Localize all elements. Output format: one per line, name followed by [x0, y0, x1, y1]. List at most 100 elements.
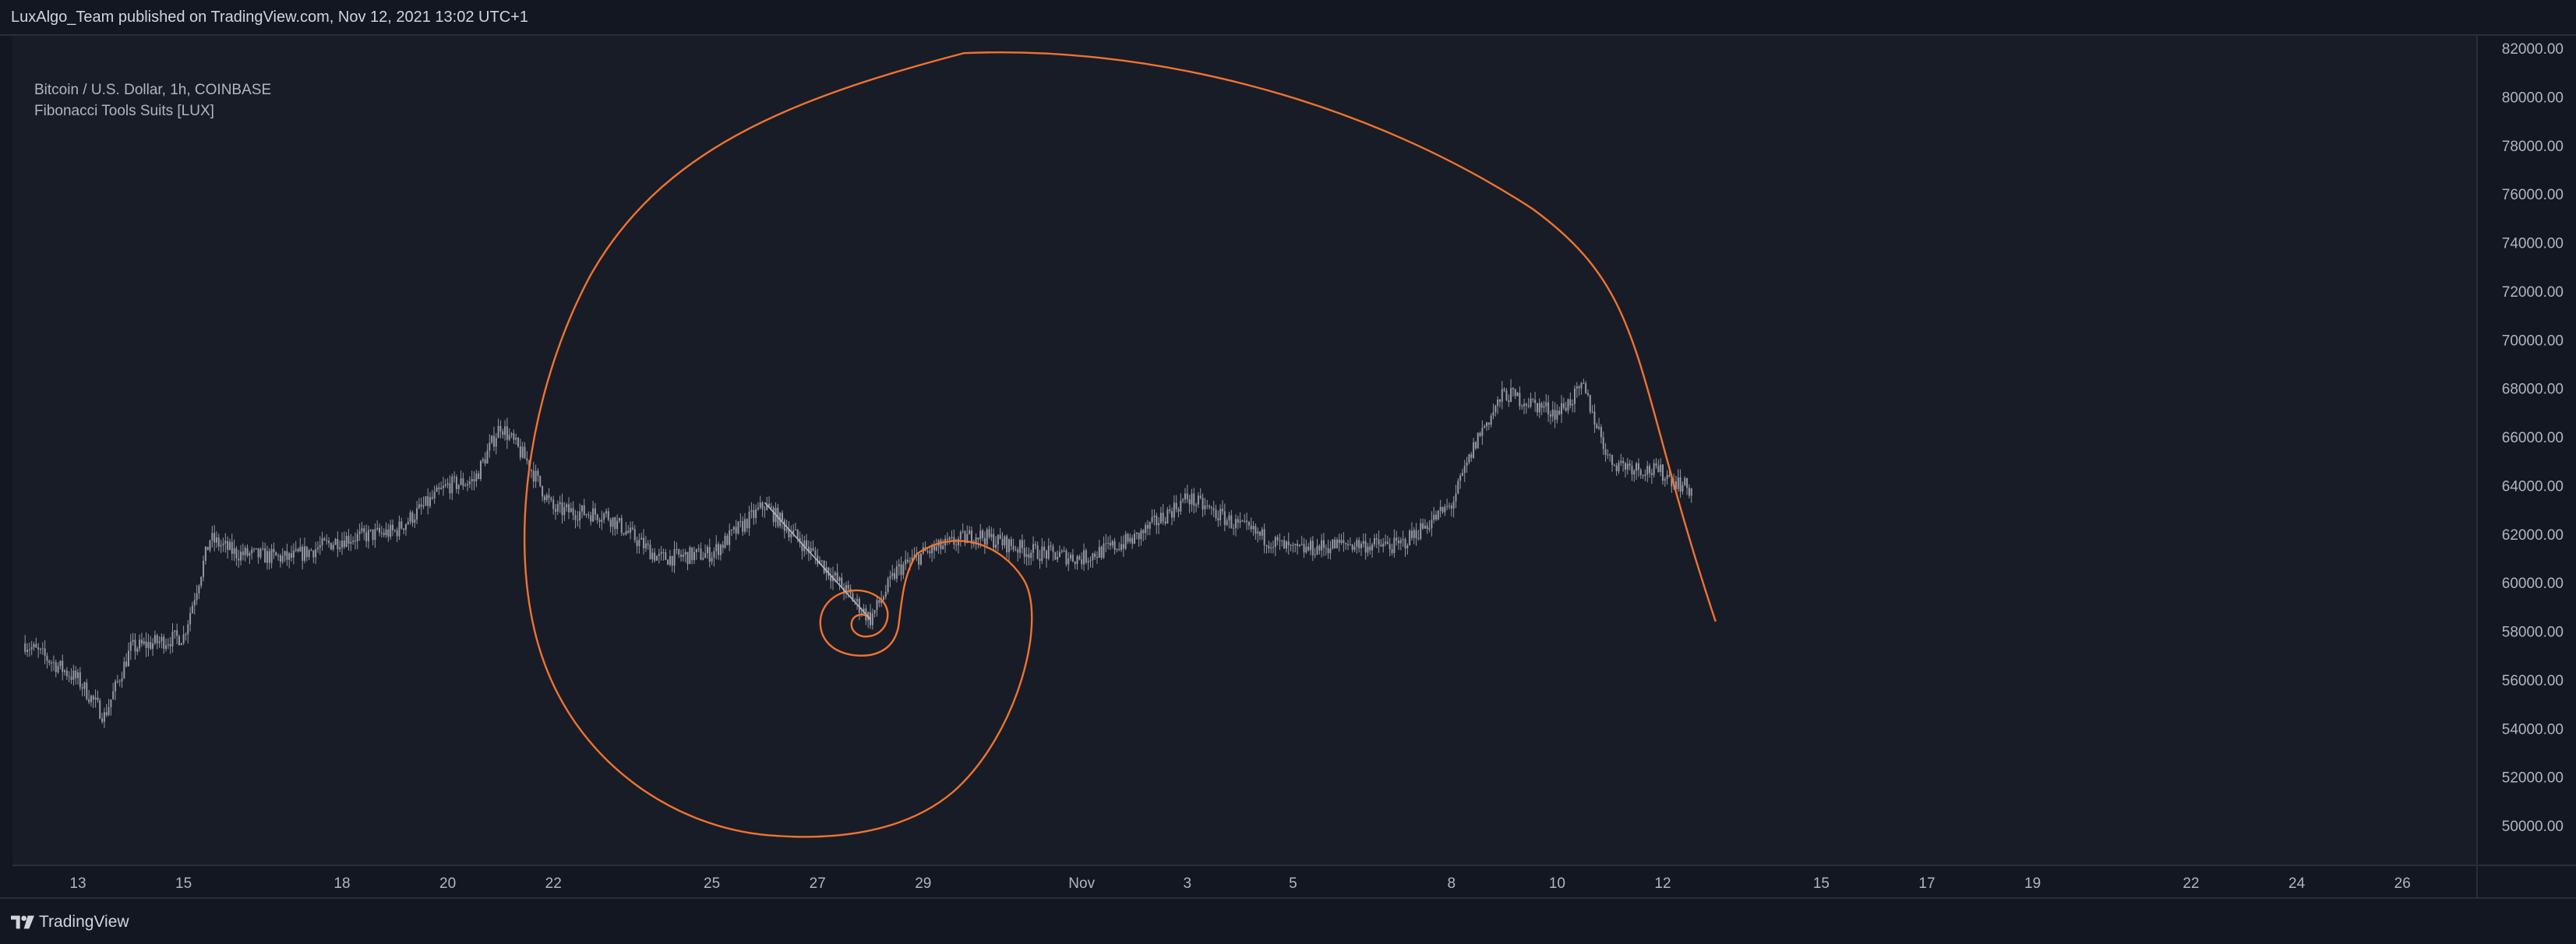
- candle-body: [204, 546, 206, 561]
- price-axis[interactable]: 82000.00 80000.00 78000.00 76000.00 74000.00…: [2476, 36, 2576, 865]
- candle-body: [361, 528, 363, 531]
- candle-body: [521, 446, 524, 458]
- candle-body: [1637, 463, 1639, 470]
- candle-body: [482, 459, 484, 461]
- candle-body: [1364, 541, 1367, 553]
- candle-body: [753, 509, 755, 519]
- candle-body: [1536, 403, 1538, 413]
- candle-body: [1261, 529, 1263, 536]
- candle-body: [1334, 539, 1336, 549]
- candle-body: [550, 498, 552, 500]
- candle-body: [308, 550, 310, 558]
- price-tick-label: 74000.00: [2502, 236, 2564, 252]
- candle-body: [1223, 511, 1226, 525]
- candle-body: [1109, 543, 1111, 546]
- candle-body: [315, 549, 317, 558]
- price-tick-label: 70000.00: [2502, 333, 2564, 349]
- candle-body: [1065, 550, 1067, 565]
- candle-body: [1043, 546, 1046, 551]
- candle-body: [295, 548, 297, 551]
- candle-body: [1100, 547, 1103, 558]
- tradingview-logo[interactable]: TradingView: [11, 913, 129, 932]
- candle-body: [1272, 547, 1274, 548]
- candle-body: [1653, 463, 1655, 475]
- candle-body: [1391, 549, 1393, 554]
- candle-body: [299, 546, 302, 551]
- candle-body: [1486, 422, 1487, 427]
- candle-body: [598, 520, 601, 522]
- candle-body: [497, 425, 499, 439]
- candle-body: [1233, 527, 1235, 529]
- candle-body: [1572, 403, 1574, 406]
- candle-body: [367, 530, 369, 542]
- candle-body: [524, 446, 526, 459]
- candle-body: [900, 564, 902, 576]
- candle-body: [891, 572, 894, 576]
- candle-body: [1448, 505, 1450, 507]
- price-tick-label: 80000.00: [2502, 90, 2564, 106]
- candle-body: [1332, 539, 1334, 549]
- candle-body: [746, 519, 748, 529]
- spiral-anchor-line[interactable]: [764, 502, 871, 620]
- time-tick-label: 12: [1654, 875, 1671, 892]
- candle-body: [1367, 546, 1369, 553]
- candle-body: [1098, 547, 1100, 558]
- candle-body: [1353, 546, 1356, 550]
- candle-body: [671, 555, 673, 566]
- candle-body: [462, 478, 464, 486]
- candle-body: [616, 520, 619, 530]
- candle-body: [1338, 539, 1340, 544]
- time-tick-label: 10: [1549, 875, 1565, 892]
- candle-body: [1457, 481, 1459, 494]
- candle-body: [1428, 528, 1431, 530]
- candle-body: [178, 636, 180, 646]
- chart-pane[interactable]: Bitcoin / U.S. Dollar, 1h, COINBASE Fibo…: [12, 36, 2476, 865]
- candle-body: [55, 662, 57, 673]
- candle-body: [1001, 539, 1004, 546]
- candle-body: [1199, 495, 1202, 498]
- candle-body: [1565, 407, 1567, 411]
- candle-body: [931, 544, 933, 554]
- candle-body: [1138, 532, 1140, 540]
- chart-canvas[interactable]: [12, 36, 2476, 865]
- candle-body: [962, 531, 964, 533]
- candle-body: [997, 534, 999, 545]
- candle-body: [231, 541, 233, 555]
- candle-body: [820, 560, 823, 562]
- price-tick-label: 56000.00: [2502, 673, 2564, 689]
- candle-body: [1600, 427, 1602, 438]
- candle-body: [1604, 449, 1607, 456]
- candle-body: [337, 539, 339, 549]
- candle-body: [788, 528, 790, 537]
- candle-body: [810, 548, 812, 553]
- candle-body: [856, 598, 859, 602]
- candle-body: [286, 551, 288, 560]
- candle-body: [330, 543, 332, 550]
- candle-body: [1021, 540, 1023, 548]
- indicator-title[interactable]: Fibonacci Tools Suits [LUX]: [34, 103, 214, 119]
- time-axis[interactable]: 13 15 18 20 22 25 27 29 Nov 3 5 8 10 12 15 17 19 22 24 26: [12, 865, 2476, 899]
- price-tick-label: 62000.00: [2502, 527, 2564, 544]
- candle-body: [620, 518, 623, 534]
- symbol-title[interactable]: Bitcoin / U.S. Dollar, 1h, COINBASE: [34, 82, 272, 98]
- candle-body: [79, 672, 81, 688]
- candle-body: [1463, 466, 1466, 474]
- candle-body: [1039, 558, 1041, 562]
- candle-body: [1380, 544, 1382, 547]
- fibonacci-spiral[interactable]: [523, 51, 1717, 838]
- candle-body: [1615, 465, 1618, 471]
- candle-body: [1145, 525, 1147, 534]
- candle-body: [1487, 422, 1490, 425]
- candle-body: [165, 645, 167, 649]
- candle-body: [305, 546, 308, 558]
- candle-body: [1222, 509, 1223, 512]
- candle-body: [1134, 534, 1135, 544]
- candle-body: [475, 473, 478, 481]
- candle-body: [343, 541, 345, 548]
- candle-body: [909, 560, 911, 562]
- candle-body: [1442, 506, 1444, 513]
- candle-body: [220, 544, 222, 547]
- candle-body: [1015, 549, 1017, 551]
- candle-body: [105, 712, 108, 716]
- candle-body: [863, 608, 865, 614]
